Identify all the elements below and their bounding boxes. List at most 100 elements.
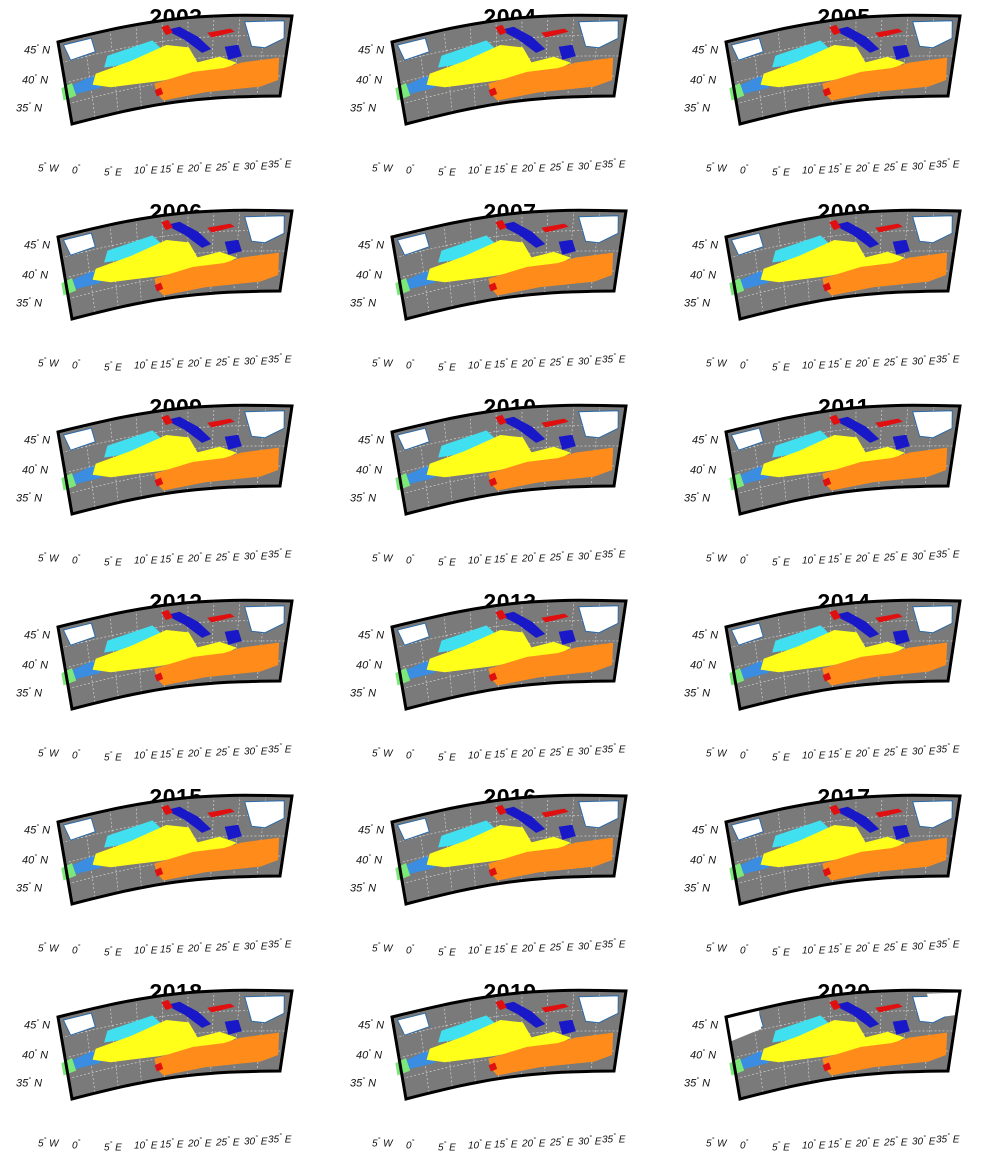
lat-label: 45° N bbox=[24, 629, 50, 642]
lon-label: 35° E bbox=[268, 1133, 291, 1145]
lon-label: 5° W bbox=[372, 162, 393, 174]
lon-label: 5° W bbox=[38, 1137, 59, 1149]
lon-label: 30° E bbox=[578, 1135, 601, 1147]
lat-label: 45° N bbox=[24, 1019, 50, 1032]
lat-label: 40° N bbox=[22, 659, 48, 672]
lat-label: 40° N bbox=[22, 1049, 48, 1062]
lon-label: 35° E bbox=[602, 548, 625, 560]
lon-label: 0° bbox=[406, 1139, 414, 1151]
lon-label: 35° E bbox=[268, 353, 291, 365]
lon-label: 5° E bbox=[772, 751, 790, 763]
lon-label: 20° E bbox=[522, 552, 545, 564]
lat-label: 40° N bbox=[356, 854, 382, 867]
lon-label: 35° E bbox=[602, 353, 625, 365]
lon-label: 20° E bbox=[522, 1137, 545, 1149]
lon-label: 25° E bbox=[884, 551, 907, 563]
lon-label: 10° E bbox=[468, 554, 491, 566]
lon-label: 5° W bbox=[706, 357, 727, 369]
lat-label: 45° N bbox=[24, 44, 50, 57]
lat-label: 35° N bbox=[684, 297, 710, 310]
lon-label: 5° W bbox=[38, 357, 59, 369]
lon-label: 35° E bbox=[268, 548, 291, 560]
lat-label: 40° N bbox=[22, 269, 48, 282]
lon-label: 15° E bbox=[494, 748, 517, 760]
lat-label: 40° N bbox=[22, 854, 48, 867]
lon-label: 20° E bbox=[522, 357, 545, 369]
lat-label: 45° N bbox=[692, 629, 718, 642]
lon-label: 0° bbox=[740, 749, 748, 761]
lat-label: 45° N bbox=[358, 44, 384, 57]
lon-label: 5° E bbox=[772, 1141, 790, 1153]
lat-label: 40° N bbox=[690, 464, 716, 477]
lon-label: 5° E bbox=[772, 556, 790, 568]
lon-label: 20° E bbox=[522, 747, 545, 759]
lat-label: 45° N bbox=[358, 239, 384, 252]
lon-label: 30° E bbox=[244, 550, 267, 562]
lon-label: 15° E bbox=[494, 163, 517, 175]
lon-label: 5° E bbox=[104, 946, 122, 958]
lat-label: 45° N bbox=[692, 239, 718, 252]
lon-label: 15° E bbox=[828, 553, 851, 565]
lon-label: 20° E bbox=[856, 162, 879, 174]
lon-label: 35° E bbox=[268, 743, 291, 755]
lon-label: 25° E bbox=[550, 161, 573, 173]
lon-label: 20° E bbox=[856, 747, 879, 759]
lat-label: 45° N bbox=[358, 1019, 384, 1032]
lon-label: 5° E bbox=[104, 361, 122, 373]
lon-label: 30° E bbox=[912, 550, 935, 562]
lon-label: 15° E bbox=[160, 553, 183, 565]
lon-label: 30° E bbox=[244, 745, 267, 757]
lat-label: 45° N bbox=[358, 629, 384, 642]
lon-label: 25° E bbox=[216, 941, 239, 953]
lon-label: 30° E bbox=[578, 355, 601, 367]
lat-label: 40° N bbox=[356, 74, 382, 87]
lon-label: 25° E bbox=[550, 746, 573, 758]
lon-label: 5° E bbox=[438, 946, 456, 958]
lat-label: 40° N bbox=[356, 269, 382, 282]
lat-label: 35° N bbox=[684, 687, 710, 700]
lon-label: 25° E bbox=[216, 356, 239, 368]
lat-label: 35° N bbox=[350, 102, 376, 115]
lat-label: 35° N bbox=[16, 102, 42, 115]
lon-label: 25° E bbox=[550, 356, 573, 368]
lon-label: 5° E bbox=[772, 361, 790, 373]
lon-label: 20° E bbox=[188, 747, 211, 759]
lon-label: 5° W bbox=[372, 942, 393, 954]
lon-label: 25° E bbox=[884, 941, 907, 953]
lat-label: 45° N bbox=[692, 434, 718, 447]
lat-label: 35° N bbox=[350, 882, 376, 895]
lat-label: 35° N bbox=[16, 687, 42, 700]
lat-label: 45° N bbox=[692, 824, 718, 837]
lon-label: 5° E bbox=[772, 166, 790, 178]
lon-label: 35° E bbox=[602, 743, 625, 755]
lon-label: 35° E bbox=[602, 1133, 625, 1145]
lon-label: 10° E bbox=[134, 359, 157, 371]
lon-label: 0° bbox=[406, 749, 414, 761]
lon-label: 30° E bbox=[912, 940, 935, 952]
lon-label: 25° E bbox=[216, 1136, 239, 1148]
lon-label: 15° E bbox=[160, 1138, 183, 1150]
lat-label: 40° N bbox=[356, 464, 382, 477]
lon-label: 5° W bbox=[372, 1137, 393, 1149]
lon-label: 5° W bbox=[706, 1137, 727, 1149]
lon-label: 35° E bbox=[602, 938, 625, 950]
lon-label: 5° E bbox=[438, 166, 456, 178]
lon-label: 10° E bbox=[468, 944, 491, 956]
lon-label: 10° E bbox=[802, 1139, 825, 1151]
lon-label: 30° E bbox=[244, 355, 267, 367]
lon-label: 0° bbox=[406, 359, 414, 371]
lat-label: 40° N bbox=[22, 74, 48, 87]
lat-label: 40° N bbox=[690, 659, 716, 672]
lat-label: 45° N bbox=[358, 824, 384, 837]
